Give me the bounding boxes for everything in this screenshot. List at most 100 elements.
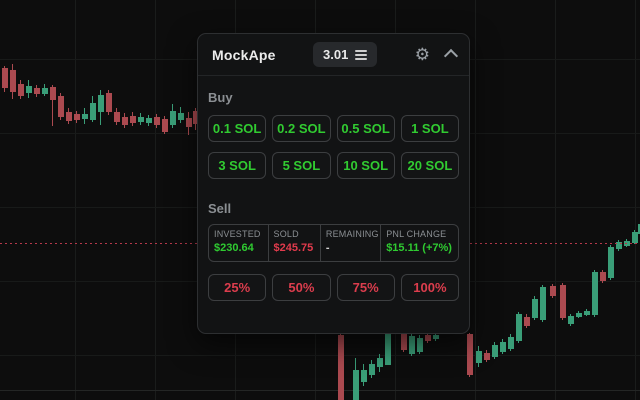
position-stats-table: INVESTED $230.64 SOLD $245.75 REMAINING … [208,224,459,262]
candle-body [508,337,514,349]
stack-icon [355,49,368,60]
candle-body [82,114,88,119]
mockape-panel: MockApe 3.01 ⚙ Buy 0.1 SOL 0.2 SOL 0.5 S… [197,33,470,334]
candle-body [58,96,64,117]
stat-sold: SOLD $245.75 [267,225,320,261]
sell-75-percent-button[interactable]: 75% [336,274,395,301]
stat-invested-value: $230.64 [214,242,254,254]
sell-50-percent-button[interactable]: 50% [272,274,331,301]
candle-body [550,286,556,296]
candle-body [18,84,24,96]
candle-body [146,118,152,123]
candle-body [568,316,574,324]
buy-section-label: Buy [208,90,233,105]
candle-body [74,114,80,120]
buy-buttons-row-2: 3 SOL 5 SOL 10 SOL 20 SOL [208,152,459,179]
candle-body [467,334,473,375]
stat-invested-header: INVESTED [214,229,261,239]
stat-invested: INVESTED $230.64 [209,225,268,261]
candle-body [170,111,176,125]
sell-100-percent-button[interactable]: 100% [400,274,459,301]
grid-line-vertical [635,0,636,400]
chart-axis-line [0,390,640,391]
buy-button-20-sol[interactable]: 20 SOL [400,152,459,179]
candle-body [50,87,56,100]
candle-body [385,334,391,365]
buy-button-5-sol[interactable]: 5 SOL [272,152,331,179]
candle-body [66,112,72,121]
stat-sold-value: $245.75 [273,242,314,254]
candle-body [2,68,8,88]
amount-value: 3.01 [323,47,349,62]
candle-body [492,345,498,357]
candle-body [484,353,490,360]
sell-section-label: Sell [208,201,232,216]
candle-body [425,335,431,341]
candle-body [584,311,590,315]
chevron-up-icon[interactable] [443,48,459,64]
panel-title: MockApe [212,46,276,63]
candle-body [377,358,383,367]
candle-body [138,117,144,122]
candle-body [500,342,506,352]
candle-body [524,317,530,326]
stat-pnl-change-header: PNL CHANGE [386,229,447,239]
candle-body [90,103,96,120]
buy-button-0-2-sol[interactable]: 0.2 SOL [272,115,331,142]
buy-button-3-sol[interactable]: 3 SOL [208,152,267,179]
amount-pill-wrap: 3.01 [276,42,415,67]
stat-pnl-change-value: $15.11 (+7%) [386,242,452,254]
candle-body [114,112,120,122]
candle-body [186,118,192,127]
grid-line-vertical [155,0,156,400]
grid-line-vertical [475,0,476,400]
candle-body [476,351,482,363]
candle-body [409,336,415,354]
grid-line-vertical [75,0,76,400]
stat-pnl-change: PNL CHANGE $15.11 (+7%) [380,225,458,261]
amount-selector[interactable]: 3.01 [313,42,378,67]
grid-line-vertical [555,0,556,400]
candle-body [592,272,598,315]
candle-body [433,335,439,339]
candle-body [516,314,522,341]
candle-body [560,285,566,318]
stat-remaining-value: - [325,242,330,254]
candle-wick [52,85,53,126]
stat-remaining: REMAINING - [319,225,380,261]
buy-button-10-sol[interactable]: 10 SOL [336,152,395,179]
buy-button-0-5-sol[interactable]: 0.5 SOL [336,115,395,142]
candle-body [417,338,423,352]
candle-body [98,95,104,112]
candle-body [106,93,112,112]
grid-line-horizontal [0,355,640,356]
candle-body [600,272,606,281]
settings-gear-icon[interactable]: ⚙ [414,45,430,64]
sell-25-percent-button[interactable]: 25% [208,274,267,301]
candle-body [576,313,582,317]
candle-body [10,70,16,92]
candle-body [638,224,640,234]
candle-body [540,287,546,320]
candle-body [369,364,375,375]
candle-body [26,86,32,93]
candle-body [193,111,199,124]
candle-body [162,119,168,132]
candle-body [338,335,344,400]
buy-button-0-1-sol[interactable]: 0.1 SOL [208,115,267,142]
candle-body [632,232,638,243]
candle-body [154,117,160,125]
buy-buttons-row-1: 0.1 SOL 0.2 SOL 0.5 SOL 1 SOL [208,115,459,142]
buy-button-1-sol[interactable]: 1 SOL [400,115,459,142]
panel-body: Buy 0.1 SOL 0.2 SOL 0.5 SOL 1 SOL 3 SOL … [198,76,469,301]
sell-percent-buttons-row: 25% 50% 75% 100% [208,274,459,301]
stat-sold-header: SOLD [273,229,299,239]
candle-body [130,116,136,123]
candle-body [616,242,622,249]
candle-body [401,334,407,350]
candle-body [353,370,359,400]
candle-body [122,117,128,125]
stat-remaining-header: REMAINING [325,229,379,239]
